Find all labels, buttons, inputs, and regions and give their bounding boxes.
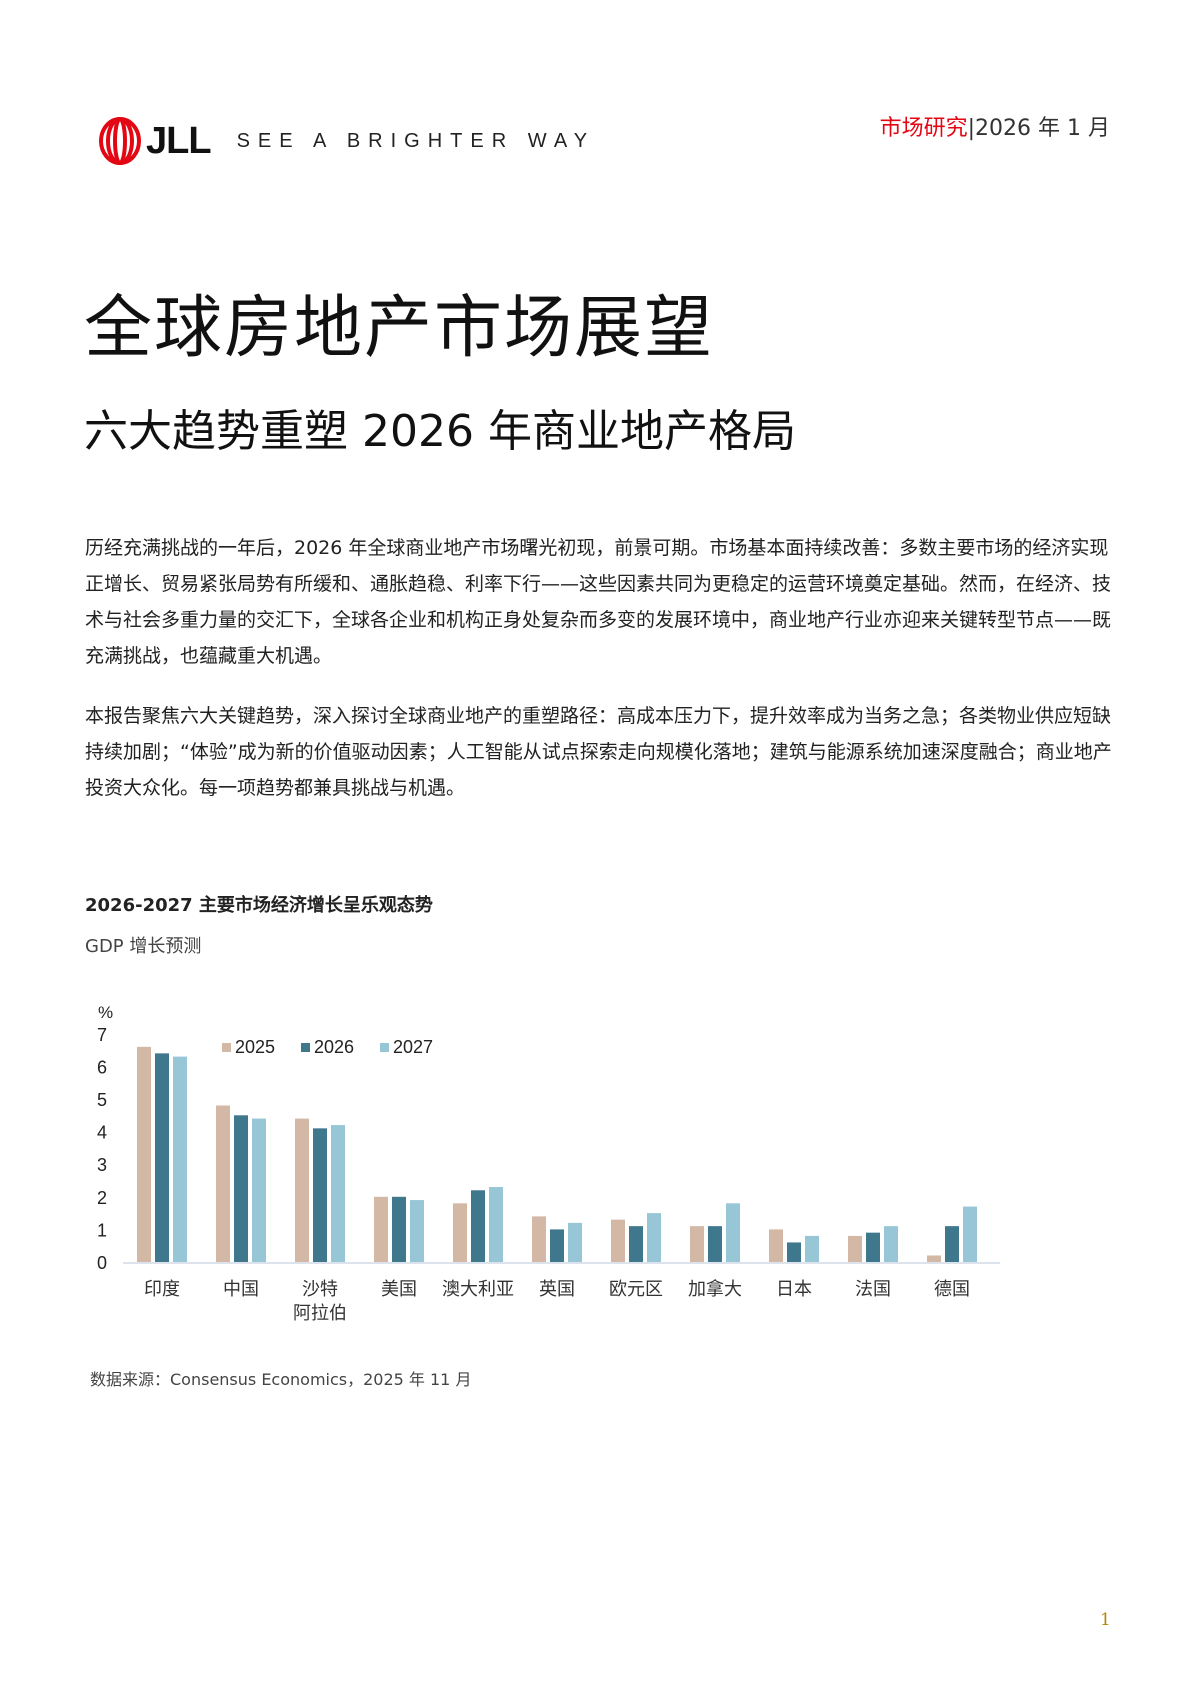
bar-2026 (708, 1226, 722, 1262)
chart-source: 数据来源：Consensus Economics，2025 年 11 月 (90, 1370, 472, 1389)
bar-2026 (629, 1226, 643, 1262)
x-tick-label: 英国 (539, 1279, 575, 1300)
bar-2025 (611, 1219, 625, 1262)
legend-label: 2026 (314, 1037, 354, 1057)
bar-2025 (216, 1105, 230, 1262)
bar-2027 (331, 1125, 345, 1262)
bar-2027 (647, 1213, 661, 1262)
logo-text: JLL (146, 119, 212, 162)
report-date: 2026 年 1 月 (975, 116, 1110, 141)
bar-2027 (805, 1235, 819, 1262)
y-axis-unit: % (98, 1003, 113, 1022)
x-tick-label: 欧元区 (609, 1279, 663, 1300)
bar-2026 (471, 1190, 485, 1262)
page-subtitle: 六大趋势重塑 2026 年商业地产格局 (84, 406, 796, 457)
legend-swatch-2025 (222, 1043, 231, 1052)
bar-2027 (963, 1206, 977, 1262)
bar-2025 (295, 1118, 309, 1262)
x-tick-label: 美国 (381, 1279, 417, 1300)
x-tick-label: 澳大利亚 (442, 1279, 514, 1300)
bar-2026 (945, 1226, 959, 1262)
bar-2027 (173, 1056, 187, 1262)
bar-2026 (313, 1128, 327, 1262)
bar-2027 (252, 1118, 266, 1262)
separator: | (967, 116, 976, 141)
bar-2027 (884, 1226, 898, 1262)
y-tick-label: 7 (97, 1025, 107, 1045)
bar-2026 (155, 1053, 169, 1262)
bar-2025 (927, 1255, 941, 1262)
x-tick-label: 日本 (776, 1279, 812, 1300)
section-label: 市场研究 (879, 116, 968, 141)
bar-2025 (453, 1203, 467, 1262)
bar-2025 (137, 1046, 151, 1262)
tagline: SEE A BRIGHTER WAY (236, 129, 596, 152)
legend-label: 2025 (235, 1037, 275, 1057)
bar-2027 (410, 1200, 424, 1262)
x-tick-label: 德国 (934, 1279, 970, 1300)
bar-2027 (726, 1203, 740, 1262)
header-meta: 市场研究|2026 年 1 月 (880, 110, 1110, 142)
x-tick-label: 阿拉伯 (293, 1303, 347, 1324)
y-tick-label: 0 (97, 1253, 107, 1273)
intro-paragraph: 历经充满挑战的一年后，2026 年全球商业地产市场曙光初现，前景可期。市场基本面… (85, 537, 1112, 667)
page-number: 1 (1100, 1610, 1111, 1630)
y-tick-label: 6 (97, 1057, 107, 1077)
bar-2025 (532, 1216, 546, 1262)
y-tick-label: 4 (97, 1123, 107, 1143)
legend-swatch-2027 (380, 1043, 389, 1052)
bar-2025 (374, 1196, 388, 1262)
bar-2026 (550, 1229, 564, 1262)
bar-2027 (489, 1187, 503, 1262)
page-title: 全球房地产市场展望 (84, 289, 715, 368)
bar-2026 (392, 1196, 406, 1262)
bar-2025 (769, 1229, 783, 1262)
jll-logo-mark-icon (99, 117, 141, 165)
y-tick-label: 3 (97, 1155, 107, 1175)
x-tick-label: 加拿大 (688, 1278, 742, 1300)
y-tick-label: 1 (97, 1220, 107, 1240)
chart-title: 2026-2027 主要市场经济增长呈乐观态势 (85, 895, 433, 916)
bar-2026 (787, 1242, 801, 1262)
jll-logo: JLL SEE A BRIGHTER WAY (98, 115, 595, 167)
x-tick-label: 法国 (855, 1279, 891, 1300)
y-tick-label: 2 (97, 1188, 107, 1208)
x-tick-label: 中国 (223, 1279, 259, 1300)
x-tick-label: 印度 (144, 1279, 180, 1300)
summary-paragraph: 本报告聚焦六大关键趋势，深入探讨全球商业地产的重塑路径：高成本压力下，提升效率成… (85, 705, 1112, 799)
bar-2025 (690, 1226, 704, 1262)
chart-subtitle: GDP 增长预测 (85, 936, 202, 957)
bar-2027 (568, 1222, 582, 1262)
x-tick-label: 沙特 (302, 1279, 338, 1300)
legend-swatch-2026 (301, 1043, 310, 1052)
legend-label: 2027 (393, 1037, 433, 1057)
bar-2025 (848, 1235, 862, 1262)
bar-2026 (866, 1232, 880, 1262)
bar-2026 (234, 1115, 248, 1262)
y-tick-label: 5 (97, 1090, 107, 1110)
